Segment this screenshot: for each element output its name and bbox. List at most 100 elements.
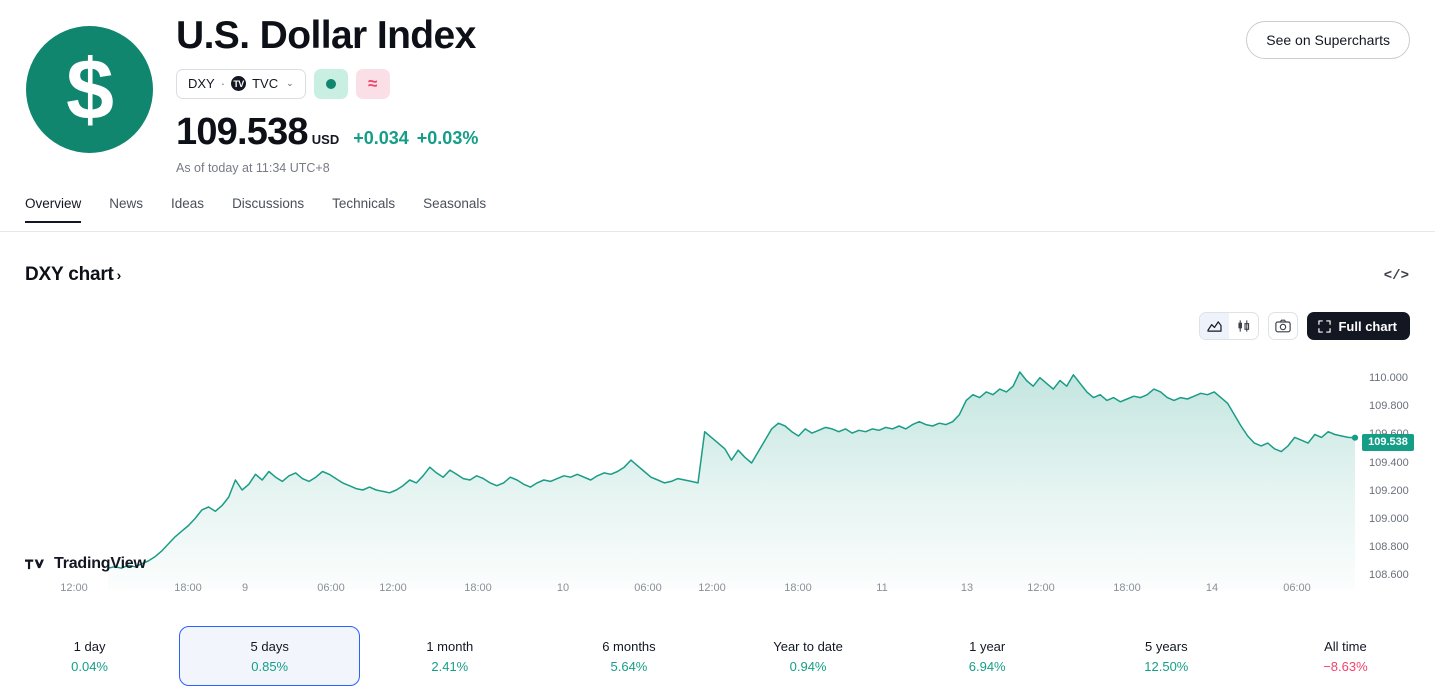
tradingview-logo-icon [25, 558, 44, 569]
chart-type-segmented [1199, 312, 1260, 340]
y-axis-tick: 109.200 [1369, 484, 1409, 497]
change-percent: +0.03% [416, 127, 479, 148]
period-label: 1 year [969, 638, 1006, 654]
page-title: U.S. Dollar Index [176, 14, 476, 57]
period-change: 0.94% [789, 658, 827, 674]
period-change: −8.63% [1323, 658, 1368, 674]
full-chart-label: Full chart [1338, 318, 1397, 334]
x-axis-tick: 18:00 [1113, 582, 1141, 594]
x-axis-tick: 9 [241, 582, 249, 594]
x-axis-tick: 18:00 [174, 582, 202, 594]
dollar-icon: $ [26, 26, 153, 153]
y-axis-tick: 109.400 [1369, 456, 1409, 469]
section-tabs: Overview News Ideas Discussions Technicals Se… [0, 196, 1435, 232]
period-1-year[interactable]: 1 year 6.94% [898, 626, 1077, 686]
period-label: 1 day [73, 638, 106, 654]
y-axis-tick: 109.000 [1369, 513, 1409, 525]
x-axis-tick: 12:00 [379, 582, 407, 594]
x-axis-tick: 10 [556, 582, 570, 594]
period-label: 5 days [250, 638, 289, 654]
y-axis-tick: 109.800 [1369, 400, 1409, 413]
time-axis: 12:00 18:00 9 06:00 12:00 18:00 10 06:00 12:00 18… [0, 582, 1362, 600]
period-label: 6 months [602, 638, 656, 654]
price-chart[interactable]: TradingView [0, 345, 1435, 590]
tab-discussions[interactable]: Discussions [232, 196, 305, 211]
approx-icon: ≈ [367, 74, 378, 94]
period-change: 0.04% [71, 658, 108, 674]
delayed-data-badge[interactable]: ≈ [355, 68, 390, 99]
period-label: All time [1324, 638, 1367, 654]
market-open-badge[interactable] [313, 68, 348, 99]
chart-canvas [107, 371, 1359, 590]
tab-seasonals[interactable]: Seasonals [423, 196, 487, 211]
tab-technicals[interactable]: Technicals [332, 196, 396, 211]
period-6-months[interactable]: 6 months 5.64% [539, 626, 718, 686]
chevron-down-icon: ⌄ [286, 78, 294, 89]
exchange-logo-icon: TV [231, 76, 247, 92]
y-axis-tick: 108.600 [1369, 569, 1409, 582]
camera-icon[interactable] [1268, 312, 1299, 340]
currency-label: USD [311, 131, 340, 147]
logo-symbol: $ [66, 41, 114, 138]
current-price-badge: 109.538 [1362, 434, 1414, 451]
x-axis-tick: 12:00 [60, 582, 88, 594]
period-1-month[interactable]: 1 month 2.41% [360, 626, 539, 686]
area-chart-icon[interactable] [1200, 313, 1230, 339]
x-axis-tick: 18:00 [784, 582, 812, 594]
period-all-time[interactable]: All time −8.63% [1256, 626, 1435, 686]
period-change: 12.50% [1144, 658, 1189, 674]
period-change: 2.41% [431, 658, 469, 674]
candlestick-icon[interactable] [1229, 313, 1258, 339]
exchange-mark-text: TV [233, 78, 244, 89]
green-dot-icon [325, 78, 336, 89]
exchange-name: TVC [252, 76, 279, 92]
tab-ideas[interactable]: Ideas [171, 196, 205, 211]
instrument-header: $ U.S. Dollar Index DXY · TV TVC ⌄ [0, 0, 1435, 188]
chart-toolbar: Full chart [1199, 312, 1410, 340]
full-chart-button[interactable]: Full chart [1307, 312, 1410, 340]
price-row: 109.538 USD +0.034 +0.03% [176, 111, 478, 154]
chart-title: DXY chart [25, 264, 114, 285]
period-year-to-date[interactable]: Year to date 0.94% [719, 626, 898, 686]
last-price-dot [1351, 434, 1359, 441]
chart-area-fill [108, 372, 1355, 590]
chevron-right-icon: › [116, 267, 122, 283]
tradingview-watermark: TradingView [25, 555, 146, 573]
price-axis: 110.000109.800109.600109.400109.200109.0… [1362, 345, 1435, 585]
period-label: 5 years [1144, 638, 1188, 654]
period-5-years[interactable]: 5 years 12.50% [1077, 626, 1256, 686]
performance-periods: 1 day 0.04% 5 days 0.85% 1 month 2.41% 6 month… [0, 614, 1435, 698]
x-axis-tick: 12:00 [698, 582, 726, 594]
period-label: 1 month [426, 638, 474, 654]
y-axis-tick: 108.800 [1369, 541, 1409, 554]
expand-icon [1318, 319, 1332, 333]
period-1-day[interactable]: 1 day 0.04% [0, 626, 179, 686]
period-change: 6.94% [968, 658, 1006, 674]
chart-line [107, 371, 1356, 569]
period-change: 5.64% [610, 658, 648, 674]
x-axis-tick: 06:00 [317, 582, 345, 594]
ticker-selector[interactable]: DXY · TV TVC ⌄ [176, 68, 306, 99]
x-axis-tick: 14 [1205, 582, 1219, 594]
as-of-timestamp: As of today at 11:34 UTC+8 [176, 160, 330, 175]
see-on-supercharts-button[interactable]: See on Supercharts [1246, 21, 1410, 59]
watermark-text: TradingView [54, 555, 146, 572]
period-change: 0.85% [251, 658, 289, 674]
separator: · [220, 76, 226, 92]
chart-heading[interactable]: DXY chart › [25, 264, 121, 286]
period-5-days[interactable]: 5 days 0.85% [179, 626, 361, 686]
tab-news[interactable]: News [109, 196, 144, 211]
x-axis-tick: 18:00 [464, 582, 492, 594]
x-axis-tick: 12:00 [1027, 582, 1055, 594]
change-absolute: +0.034 [353, 127, 409, 148]
instrument-meta-row: DXY · TV TVC ⌄ ≈ [176, 68, 478, 99]
last-price: 109.538 [176, 110, 309, 153]
ticker-symbol: DXY [188, 76, 215, 92]
embed-code-icon[interactable]: </> [1383, 268, 1409, 284]
y-axis-tick: 110.000 [1369, 372, 1408, 384]
tab-overview[interactable]: Overview [25, 196, 82, 223]
title-block: U.S. Dollar Index DXY · TV TVC ⌄ ≈ [176, 14, 478, 175]
x-axis-tick: 06:00 [1283, 582, 1311, 594]
x-axis-tick: 06:00 [634, 582, 662, 594]
